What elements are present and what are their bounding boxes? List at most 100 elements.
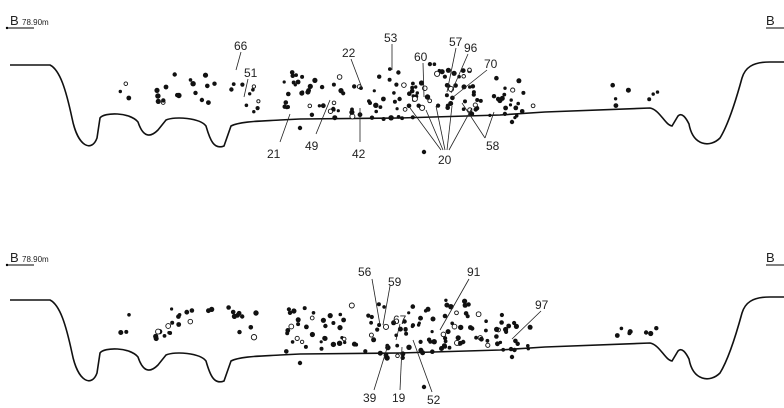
artifact-dot xyxy=(443,336,448,341)
artifact-dot xyxy=(323,323,328,329)
artifact-dot xyxy=(248,325,254,330)
artifact-dot xyxy=(426,337,432,342)
artifact-dot xyxy=(368,101,372,105)
artifact-dot xyxy=(491,94,497,99)
artifact-dot xyxy=(372,89,376,93)
artifact-dot xyxy=(499,312,504,318)
artifact-dot xyxy=(336,74,343,80)
artifact-dot xyxy=(478,98,483,103)
artifact-dot xyxy=(293,83,297,87)
artifact-dot xyxy=(230,309,236,315)
artifact-dot xyxy=(395,107,399,111)
artifact-dot xyxy=(499,95,505,101)
artifact-dot xyxy=(488,113,492,117)
artifact-dot xyxy=(395,343,400,348)
artifact-dot xyxy=(454,310,459,316)
artifact-dot xyxy=(199,97,205,103)
lower-label-59: 59 xyxy=(388,275,402,289)
artifact-dot xyxy=(244,103,249,108)
artifact-dot xyxy=(161,98,166,103)
artifact-dot xyxy=(374,109,379,114)
upper-label-51: 51 xyxy=(244,66,258,80)
artifact-dot xyxy=(170,320,175,325)
artifact-dot xyxy=(494,75,499,81)
artifact-dot xyxy=(473,107,478,112)
artifact-dot xyxy=(304,324,309,330)
artifact-dot xyxy=(327,313,333,319)
artifact-dot xyxy=(369,320,373,325)
artifact-dot xyxy=(643,330,649,335)
lower-label-67: 67 xyxy=(393,313,407,327)
upper-leaders xyxy=(235,44,495,151)
artifact-dot xyxy=(436,103,441,108)
artifact-dot xyxy=(250,334,258,341)
artifact-dot xyxy=(309,331,315,338)
artifact-dot xyxy=(369,314,374,320)
artifact-dot xyxy=(320,103,326,109)
artifact-dot xyxy=(284,349,289,354)
artifact-dot xyxy=(494,334,499,339)
artifact-dot xyxy=(317,104,322,108)
lower-right-marker-letter: B xyxy=(766,250,775,265)
artifact-dot xyxy=(648,330,654,337)
artifact-dot xyxy=(294,73,298,77)
artifact-dot xyxy=(526,344,530,348)
artifact-dot xyxy=(319,346,324,351)
artifact-dot xyxy=(285,328,291,333)
artifact-dot xyxy=(502,111,507,116)
artifact-dot xyxy=(501,347,506,352)
artifact-dot xyxy=(382,305,386,309)
artifact-dot xyxy=(282,104,287,109)
artifact-dot xyxy=(388,115,394,121)
artifact-dot xyxy=(409,88,415,94)
artifact-dot xyxy=(416,323,421,327)
artifact-dot xyxy=(414,85,418,89)
artifact-dot xyxy=(418,80,425,86)
artifact-dot xyxy=(300,74,305,79)
artifact-dot xyxy=(484,328,488,333)
artifact-dot xyxy=(447,345,452,350)
artifact-dot xyxy=(155,328,162,335)
artifact-dot xyxy=(127,313,131,317)
artifact-dot xyxy=(521,90,526,95)
artifact-dot xyxy=(320,317,326,323)
lower-label-56: 56 xyxy=(358,265,372,279)
artifact-dot xyxy=(164,85,168,90)
artifact-dot xyxy=(348,302,355,309)
artifact-dot xyxy=(373,102,379,109)
upper-label-96: 96 xyxy=(464,41,478,55)
artifact-dot xyxy=(319,340,323,344)
artifact-dot xyxy=(371,337,377,343)
artifact-dot xyxy=(349,109,355,115)
artifact-dot xyxy=(309,315,315,321)
artifact-dot xyxy=(331,82,336,87)
artifact-dot xyxy=(451,323,458,330)
artifact-dot xyxy=(485,338,490,343)
artifact-dot xyxy=(368,332,374,338)
upper-right-marker-letter: B xyxy=(766,13,775,28)
artifact-dot xyxy=(282,80,286,84)
artifact-dot xyxy=(445,67,451,73)
artifact-dot xyxy=(461,84,467,90)
artifact-dot xyxy=(177,313,182,317)
artifact-dot xyxy=(526,347,530,351)
upper-dots xyxy=(118,62,660,155)
artifact-dot xyxy=(396,115,401,119)
artifact-dot xyxy=(231,82,236,86)
lower-left-marker-elevation: 78.90m xyxy=(22,255,49,264)
artifact-dot xyxy=(647,97,652,102)
upper-left-marker-elevation: 78.90m xyxy=(22,18,49,27)
artifact-dot xyxy=(352,84,357,89)
artifact-dot xyxy=(297,125,303,131)
artifact-dot xyxy=(251,88,255,92)
lower-section: B 78.90m B 56 59 91 67 97 39 19 52 xyxy=(5,250,784,407)
artifact-dot xyxy=(359,86,363,90)
artifact-dot xyxy=(458,324,464,331)
artifact-dot xyxy=(506,323,512,329)
artifact-dot xyxy=(251,84,257,89)
artifact-dot xyxy=(445,105,451,110)
upper-label-22: 22 xyxy=(342,46,356,60)
artifact-dot xyxy=(291,308,297,314)
upper-section: B 78.90m B 66 51 xyxy=(5,13,784,167)
artifact-dot xyxy=(424,94,431,100)
